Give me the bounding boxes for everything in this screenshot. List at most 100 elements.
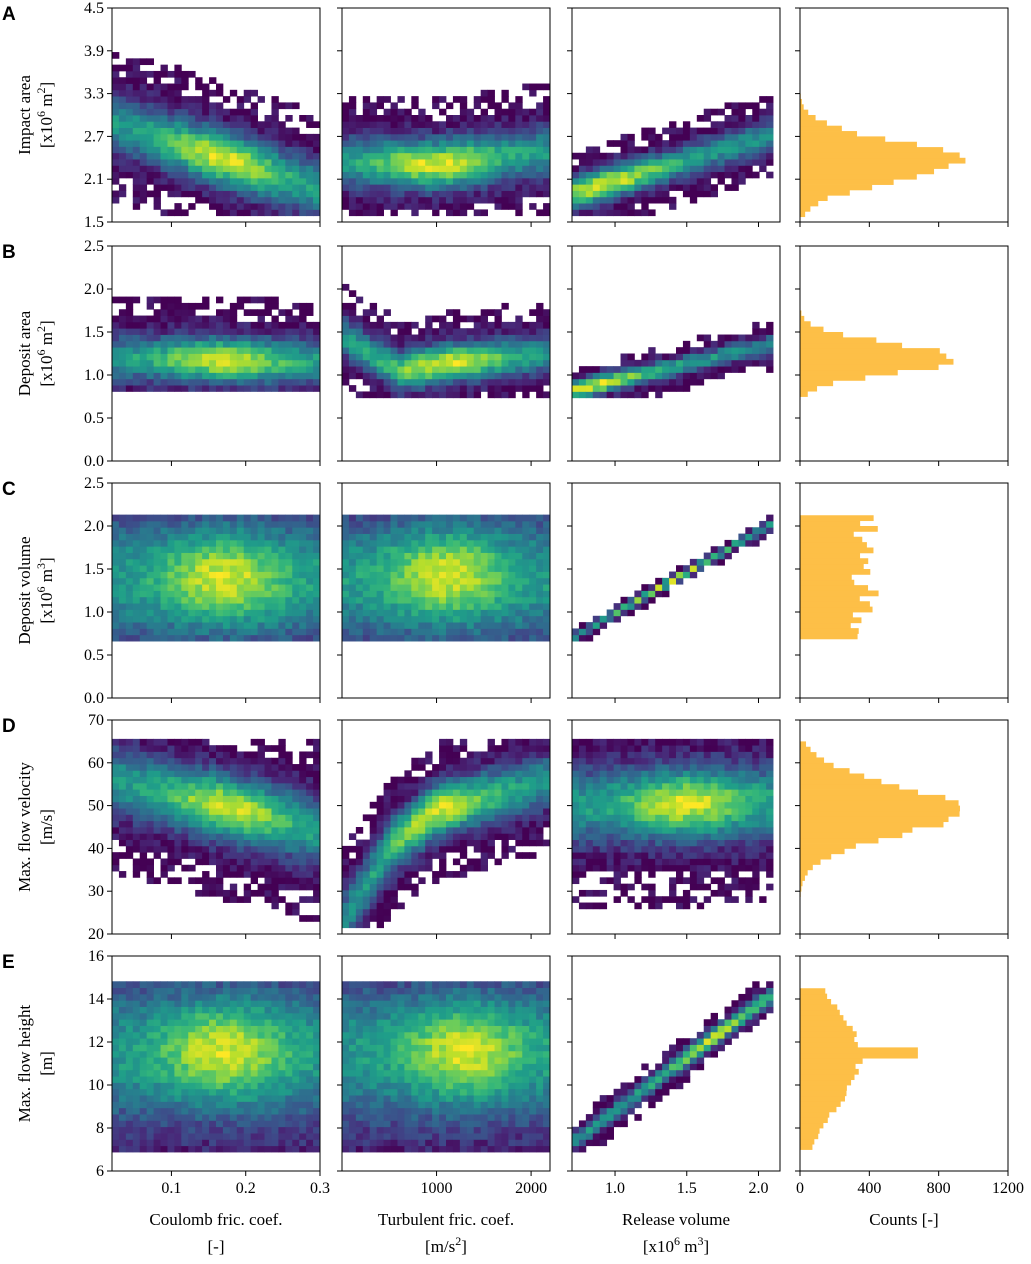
heatmap-cell [696, 353, 705, 361]
heatmap-cell [342, 615, 350, 623]
heatmap-cell [592, 203, 601, 210]
heatmap-cell [299, 309, 307, 316]
heatmap-cell [383, 858, 391, 866]
heatmap-cell [348, 315, 357, 323]
heatmap-cell [174, 77, 182, 84]
heatmap-cell [139, 609, 148, 617]
heatmap-cell [132, 871, 141, 878]
heatmap-cell [313, 622, 321, 629]
heatmap-cell [383, 908, 391, 916]
heatmap-cell [195, 108, 203, 116]
heatmap-cell [236, 751, 245, 759]
heatmap-cell [613, 140, 621, 147]
heatmap-cell [209, 184, 217, 191]
heatmap-cell [731, 340, 739, 348]
heatmap-cell [452, 347, 461, 354]
heatmap-cell [174, 127, 182, 135]
heatmap-cell [522, 321, 530, 329]
heatmap-cell [404, 877, 412, 885]
heatmap-cell [342, 315, 350, 323]
heatmap-cell [257, 558, 265, 566]
heatmap-cell [146, 770, 154, 778]
heatmap-cell [355, 165, 364, 173]
heatmap-cell [174, 334, 182, 342]
heatmap-cell [222, 782, 231, 790]
heatmap-cell [522, 603, 530, 610]
heatmap-cell [536, 596, 544, 604]
heatmap-cell [342, 539, 350, 547]
heatmap-cell [752, 127, 760, 135]
heatmap-cell [292, 177, 300, 185]
heatmap-cell [696, 190, 705, 198]
heatmap-cell [676, 378, 684, 386]
heatmap-cell [112, 565, 120, 572]
heatmap-cell [738, 165, 746, 173]
heatmap-cell [112, 140, 120, 147]
heatmap-cell [439, 839, 447, 847]
heatmap-cell [153, 315, 161, 323]
heatmap-cell [285, 372, 293, 380]
heatmap-cell [369, 385, 378, 392]
heatmap-cell [132, 152, 141, 160]
heatmap-cell [271, 877, 279, 885]
heatmap-cell [125, 808, 134, 815]
heatmap-cell [348, 372, 357, 380]
heatmap-cell [348, 546, 357, 553]
heatmap-cell [167, 539, 175, 547]
heatmap-cell [167, 127, 175, 135]
heatmap-cell [383, 615, 391, 623]
heatmap-cell [216, 133, 224, 141]
heatmap-cell [710, 558, 718, 566]
heatmap-cell [292, 782, 300, 790]
heatmap-cell [522, 328, 530, 335]
heatmap-cell [306, 571, 314, 579]
heatmap-cell [271, 209, 279, 217]
heatmap-cell [229, 133, 238, 141]
heatmap-cell [480, 121, 488, 128]
heatmap-cell [250, 634, 258, 642]
heatmap-cell [536, 184, 544, 191]
heatmap-cell [264, 152, 272, 160]
heatmap-cell [355, 184, 364, 191]
heatmap-cell [655, 577, 663, 585]
heatmap-cell [432, 171, 440, 179]
heatmap-cell [181, 738, 189, 746]
heatmap-cell [250, 858, 258, 866]
heatmap-cell [271, 883, 279, 891]
heatmap-cell [125, 634, 134, 642]
heatmap-cell [536, 520, 544, 528]
heatmap-cell [425, 808, 433, 815]
heatmap-cell [459, 140, 468, 147]
heatmap-cell [432, 634, 440, 642]
heatmap-cell [125, 527, 134, 534]
heatmap-cell [112, 146, 120, 154]
heatmap-cell [181, 584, 189, 591]
heatmap-cell [243, 133, 252, 141]
heatmap-cell [397, 558, 405, 566]
heatmap-cell [606, 140, 614, 147]
heatmap-cell [452, 795, 461, 803]
heatmap-cell [425, 770, 433, 778]
heatmap-cell [369, 565, 378, 572]
heatmap-cell [202, 883, 210, 891]
heatmap-cell [112, 801, 120, 809]
heatmap-cell [648, 177, 656, 185]
heatmap-cell [459, 845, 468, 853]
heatmap-cell [342, 165, 350, 173]
heatmap-cell [487, 565, 495, 572]
heatmap-cell [459, 328, 468, 335]
heatmap-cell [418, 378, 426, 386]
heatmap-cell [292, 596, 300, 604]
heatmap-cell [167, 296, 175, 304]
heatmap-cell [188, 520, 196, 528]
heatmap-cell [222, 864, 231, 872]
heatmap-cell [306, 165, 314, 173]
heatmap-cell [487, 814, 495, 822]
heatmap-cell [292, 839, 300, 847]
heatmap-cell [271, 514, 279, 522]
histogram-bar [800, 195, 828, 201]
heatmap-cell [160, 165, 168, 173]
heatmap-cell [222, 385, 231, 392]
heatmap-cell [132, 115, 141, 122]
heatmap-cell [745, 171, 753, 179]
